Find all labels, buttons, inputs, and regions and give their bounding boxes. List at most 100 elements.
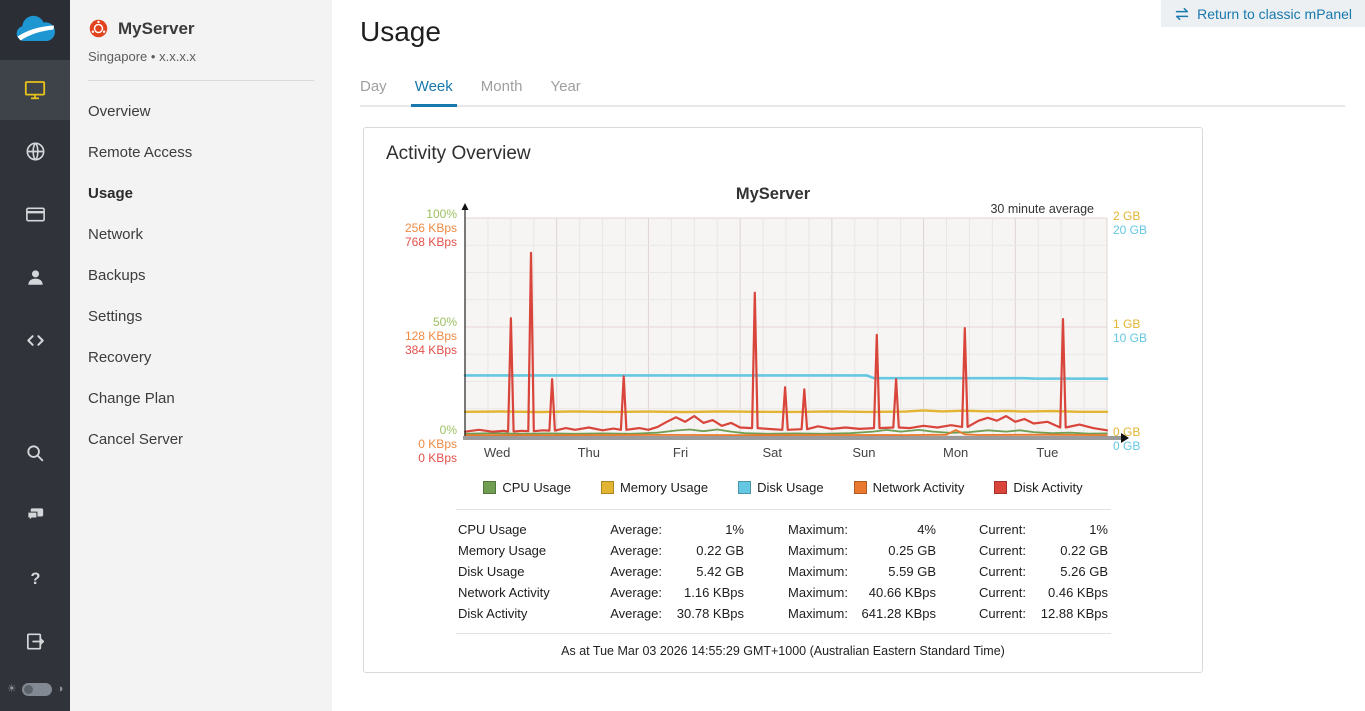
tab-month[interactable]: Month bbox=[480, 78, 523, 95]
help-icon: ? bbox=[30, 570, 40, 588]
nav-item-recovery[interactable]: Recovery bbox=[88, 349, 152, 366]
code-icon bbox=[26, 335, 44, 346]
usage-chart: 100% 256 KBps 768 KBps 50% 128 KBps 384 … bbox=[399, 203, 1167, 465]
stat-cur-value: 1% bbox=[1089, 522, 1108, 537]
activity-overview-card: Activity Overview MyServer 30 minute ave… bbox=[363, 127, 1203, 673]
table-row: Disk Activity Average: 30.78 KBps Maximu… bbox=[458, 603, 1108, 624]
as-at-timestamp: As at Tue Mar 03 2026 14:55:29 GMT+1000 … bbox=[561, 644, 1005, 658]
svg-text:?: ? bbox=[30, 570, 40, 588]
stat-avg-value: 5.42 GB bbox=[696, 564, 744, 579]
stat-cur-value: 5.26 GB bbox=[1060, 564, 1108, 579]
rail-item-support[interactable] bbox=[0, 484, 70, 547]
nav-item-change-plan[interactable]: Change Plan bbox=[88, 390, 175, 407]
rail-item-network[interactable] bbox=[0, 120, 70, 183]
nav-item-backups[interactable]: Backups bbox=[88, 267, 146, 284]
return-to-classic-button[interactable]: Return to classic mPanel bbox=[1161, 0, 1365, 27]
y-axis-labels-mid-right: 1 GB 10 GB bbox=[1113, 317, 1148, 345]
x-axis-label: Wed bbox=[483, 445, 511, 460]
table-row: CPU Usage Average: 1% Maximum: 4% Curren… bbox=[458, 519, 1108, 540]
rail-item-billing[interactable] bbox=[0, 183, 70, 246]
legend-label: Disk Usage bbox=[757, 480, 824, 495]
toggle-knob bbox=[23, 684, 33, 694]
nav-item-cancel-server[interactable]: Cancel Server bbox=[88, 431, 184, 448]
rail-item-account[interactable] bbox=[0, 246, 70, 309]
stat-cur-value: 12.88 KBps bbox=[1040, 606, 1108, 621]
search-icon bbox=[27, 444, 44, 461]
rail-item-developer[interactable] bbox=[0, 309, 70, 372]
nav-item-overview[interactable]: Overview bbox=[88, 103, 151, 120]
theme-toggle-row: ☀ ◑ bbox=[0, 673, 70, 711]
tab-week[interactable]: Week bbox=[410, 78, 457, 107]
legend-item-memory: Memory Usage bbox=[600, 480, 709, 495]
stat-avg-value: 1.16 KBps bbox=[684, 585, 744, 600]
x-axis-label: Sun bbox=[852, 445, 876, 460]
table-row: Memory Usage Average: 0.22 GB Maximum: 0… bbox=[458, 540, 1108, 561]
tab-year[interactable]: Year bbox=[550, 78, 581, 95]
chart-legend: CPU Usage Memory Usage Disk Usage Networ… bbox=[386, 480, 1180, 495]
chat-icon bbox=[26, 508, 43, 522]
legend-label: Disk Activity bbox=[1013, 480, 1083, 495]
contrast-icon: ◑ bbox=[56, 682, 64, 695]
logout-icon bbox=[26, 633, 44, 650]
rail-item-search[interactable] bbox=[0, 421, 70, 484]
stats-table: CPU Usage Average: 1% Maximum: 4% Curren… bbox=[458, 519, 1108, 624]
x-axis-label: Mon bbox=[943, 445, 969, 460]
stat-label: Disk Usage bbox=[458, 564, 525, 579]
rail-item-help[interactable]: ? bbox=[0, 547, 70, 610]
server-location-ip: Singapore • x.x.x.x bbox=[88, 49, 196, 64]
legend-swatch-disk-activity bbox=[994, 481, 1008, 494]
user-icon bbox=[27, 270, 43, 285]
x-axis-label: Tue bbox=[1036, 445, 1059, 460]
stat-max-value: 40.66 KBps bbox=[868, 585, 936, 600]
card-title: Activity Overview bbox=[386, 143, 531, 164]
legend-swatch-disk-usage bbox=[738, 481, 752, 494]
rail-item-server[interactable] bbox=[0, 60, 70, 120]
main-content: Return to classic mPanel Usage Day Week … bbox=[332, 0, 1365, 711]
server-sidebar: MyServer Singapore • x.x.x.x Overview Re… bbox=[70, 0, 332, 711]
monitor-icon bbox=[24, 81, 46, 100]
chart-plot-area: Wed Thu Fri Sat Sun Mon Tue bbox=[461, 203, 1129, 460]
brand-logo bbox=[0, 0, 70, 60]
stats-divider-top bbox=[455, 509, 1111, 510]
tab-day[interactable]: Day bbox=[360, 78, 387, 95]
cloud-logo-icon bbox=[16, 15, 55, 41]
swap-arrows-icon bbox=[1175, 7, 1189, 20]
legend-item-cpu: CPU Usage bbox=[483, 480, 571, 495]
sidebar-divider bbox=[88, 80, 314, 81]
period-tabs: Day Week Month Year bbox=[360, 78, 1345, 107]
nav-item-network[interactable]: Network bbox=[88, 226, 144, 243]
y-axis-labels-top-right: 2 GB 20 GB bbox=[1113, 209, 1148, 237]
x-axis-label: Thu bbox=[577, 445, 601, 460]
stats-divider-bottom bbox=[455, 633, 1111, 634]
rail-spacer bbox=[0, 372, 70, 421]
chart-note: 30 minute average bbox=[990, 202, 1094, 216]
y-axis-labels-bottom-right: 0 GB 0 GB bbox=[1113, 425, 1141, 453]
theme-toggle-switch[interactable] bbox=[21, 682, 52, 696]
rail-item-logout[interactable] bbox=[0, 610, 70, 673]
icon-rail: ? ☀ ◑ bbox=[0, 0, 70, 711]
legend-label: Memory Usage bbox=[619, 480, 709, 495]
legend-item-disk-usage: Disk Usage bbox=[738, 480, 824, 495]
nav-item-usage[interactable]: Usage bbox=[88, 185, 134, 202]
legend-swatch-network bbox=[853, 481, 867, 494]
table-row: Network Activity Average: 1.16 KBps Maxi… bbox=[458, 582, 1108, 603]
stat-avg-value: 1% bbox=[725, 522, 744, 537]
stat-label: Disk Activity bbox=[458, 606, 528, 621]
nav-item-settings[interactable]: Settings bbox=[88, 308, 143, 325]
server-nav: Overview Remote Access Usage Network Bac… bbox=[70, 91, 332, 460]
ubuntu-icon bbox=[89, 19, 108, 38]
legend-label: CPU Usage bbox=[502, 480, 571, 495]
credit-card-icon bbox=[25, 207, 45, 222]
sun-icon: ☀ bbox=[6, 682, 17, 695]
x-axis-label: Fri bbox=[672, 445, 689, 460]
legend-item-disk-activity: Disk Activity bbox=[994, 480, 1083, 495]
y-axis-labels-top-left: 100% 256 KBps 768 KBps bbox=[404, 207, 457, 249]
stat-max-value: 641.28 KBps bbox=[861, 606, 936, 621]
return-button-label: Return to classic mPanel bbox=[1197, 5, 1352, 22]
y-axis-labels-mid-left: 50% 128 KBps 384 KBps bbox=[404, 315, 457, 357]
stat-max-value: 0.25 GB bbox=[888, 543, 936, 558]
stat-label: Memory Usage bbox=[458, 543, 547, 558]
chart-title: MyServer bbox=[735, 185, 811, 203]
nav-item-remote-access[interactable]: Remote Access bbox=[88, 144, 193, 161]
x-axis-label: Sat bbox=[762, 445, 782, 460]
